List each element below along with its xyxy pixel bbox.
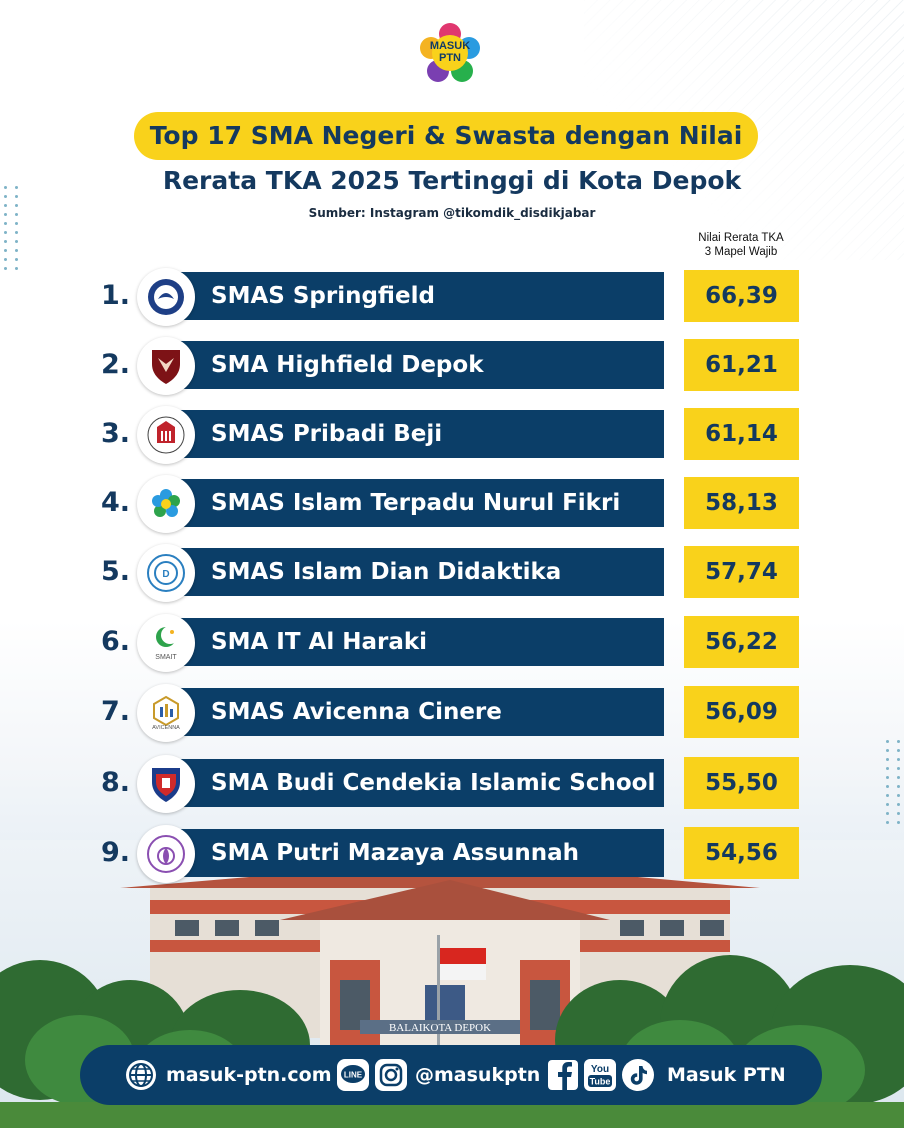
dian-didaktika-seal-icon: D <box>137 544 195 602</box>
footer-bar <box>80 1045 822 1105</box>
footer-brand-name[interactable]: Masuk PTN <box>667 1064 786 1086</box>
score-column-header-line1: Nilai Rerata TKA <box>698 232 784 244</box>
list-item: 2. SMA Highfield Depok 61,21 <box>0 337 904 395</box>
school-name-bar <box>168 341 664 389</box>
list-item: 8. SMA Budi Cendekia Islamic School 55,50 <box>0 755 904 813</box>
list-item: 4. SMAS Islam Terpadu Nurul Fikri 58,13 <box>0 475 904 533</box>
school-name-bar <box>168 618 664 666</box>
school-name: SMAS Islam Dian Didaktika <box>211 559 562 585</box>
school-name-bar <box>168 688 664 736</box>
pribadi-emblem-icon <box>137 406 195 464</box>
score-box <box>684 686 799 738</box>
rank-number: 7. <box>100 696 130 727</box>
logo-text: MASUK PTN <box>429 40 471 64</box>
footer-website[interactable]: masuk-ptn.com <box>166 1064 332 1086</box>
school-name: SMAS Springfield <box>211 283 435 309</box>
score-box <box>684 408 799 460</box>
springfield-crest-icon <box>137 268 195 326</box>
footer-handle[interactable]: @masukptn <box>415 1064 541 1086</box>
line-icon-label: LINE <box>344 1071 363 1080</box>
score-box <box>684 270 799 322</box>
page-title: Top 17 SMA Negeri & Swasta dengan Nilai <box>149 121 743 150</box>
youtube-icon[interactable]: You Tube <box>583 1058 617 1092</box>
school-name-bar <box>168 410 664 458</box>
score-box <box>684 616 799 668</box>
svg-text:D: D <box>162 569 169 580</box>
score-value: 55,50 <box>705 770 778 796</box>
school-name: SMAS Islam Terpadu Nurul Fikri <box>211 490 621 516</box>
list-item: 3. SMAS Pribadi Beji 61,14 <box>0 406 904 464</box>
source-note: Sumber: Instagram @tikomdik_disdikjabar <box>308 206 596 220</box>
youtube-icon-label-bottom: Tube <box>590 1077 611 1087</box>
logo-flower-icon <box>420 23 480 82</box>
list-item: 5. SMAS Islam Dian Didaktika D 57,74 <box>0 544 904 602</box>
rank-number: 4. <box>100 487 130 518</box>
score-value: 57,74 <box>705 559 778 585</box>
title-pill <box>134 112 758 160</box>
budi-cendekia-shield-icon <box>137 755 195 813</box>
score-value: 61,21 <box>705 352 778 378</box>
list-item: 6. SMA IT Al Haraki SMAIT 56,22 <box>0 614 904 672</box>
score-box <box>684 827 799 879</box>
score-column-header: Nilai Rerata TKA 3 Mapel Wajib <box>682 231 800 259</box>
school-name-bar <box>168 272 664 320</box>
rank-number: 3. <box>100 418 130 449</box>
list-item: 9. SMA Putri Mazaya Assunnah 54,56 <box>0 825 904 883</box>
rank-number: 1. <box>100 280 130 311</box>
score-box <box>684 477 799 529</box>
school-name-bar <box>168 759 664 807</box>
highfield-shield-icon <box>137 337 195 395</box>
page-subtitle: Rerata TKA 2025 Tertinggi di Kota Depok <box>162 166 742 195</box>
rank-number: 9. <box>100 837 130 868</box>
score-value: 54,56 <box>705 840 778 866</box>
rank-number: 5. <box>100 556 130 587</box>
rank-number: 2. <box>100 349 130 380</box>
youtube-icon-label-top: You <box>591 1064 609 1075</box>
building-sign: BALAIKOTA DEPOK <box>389 1022 491 1034</box>
globe-icon[interactable] <box>124 1058 158 1092</box>
decorative-dots-right <box>886 740 901 824</box>
school-name: SMA Highfield Depok <box>211 352 484 378</box>
school-name-bar <box>168 548 664 596</box>
mazaya-seal-icon <box>137 825 195 883</box>
score-value: 61,14 <box>705 421 778 447</box>
school-logo-text: AVICENNA <box>152 725 180 731</box>
rank-number: 6. <box>100 626 130 657</box>
score-value: 66,39 <box>705 283 778 309</box>
score-box <box>684 546 799 598</box>
masuk-ptn-logo: MASUK PTN <box>417 20 483 86</box>
school-name-bar <box>168 829 664 877</box>
school-name: SMA Putri Mazaya Assunnah <box>211 840 580 866</box>
score-column-header-line2: 3 Mapel Wajib <box>704 246 778 258</box>
rank-number: 8. <box>100 767 130 798</box>
school-name: SMA Budi Cendekia Islamic School <box>211 770 656 796</box>
score-box <box>684 757 799 809</box>
school-logo-text: SMAIT <box>155 654 177 661</box>
instagram-icon[interactable] <box>374 1058 408 1092</box>
score-value: 56,22 <box>705 629 778 655</box>
nurul-fikri-flower-icon <box>137 475 195 533</box>
tiktok-icon[interactable] <box>621 1058 655 1092</box>
list-item: 7. SMAS Avicenna Cinere AVICENNA 56,09 <box>0 684 904 742</box>
avicenna-hexagon-icon: AVICENNA <box>137 684 195 742</box>
al-haraki-crescent-icon: SMAIT <box>137 614 195 672</box>
school-name-bar <box>168 479 664 527</box>
score-value: 58,13 <box>705 490 778 516</box>
score-value: 56,09 <box>705 699 778 725</box>
list-item: 1. SMAS Springfield 66,39 <box>0 268 904 326</box>
decorative-dots-left <box>4 186 19 270</box>
school-name: SMAS Pribadi Beji <box>211 421 443 447</box>
score-box <box>684 339 799 391</box>
line-icon[interactable]: LINE <box>336 1058 370 1092</box>
school-name: SMA IT Al Haraki <box>211 629 428 655</box>
school-name: SMAS Avicenna Cinere <box>211 699 502 725</box>
facebook-icon[interactable] <box>547 1058 579 1092</box>
